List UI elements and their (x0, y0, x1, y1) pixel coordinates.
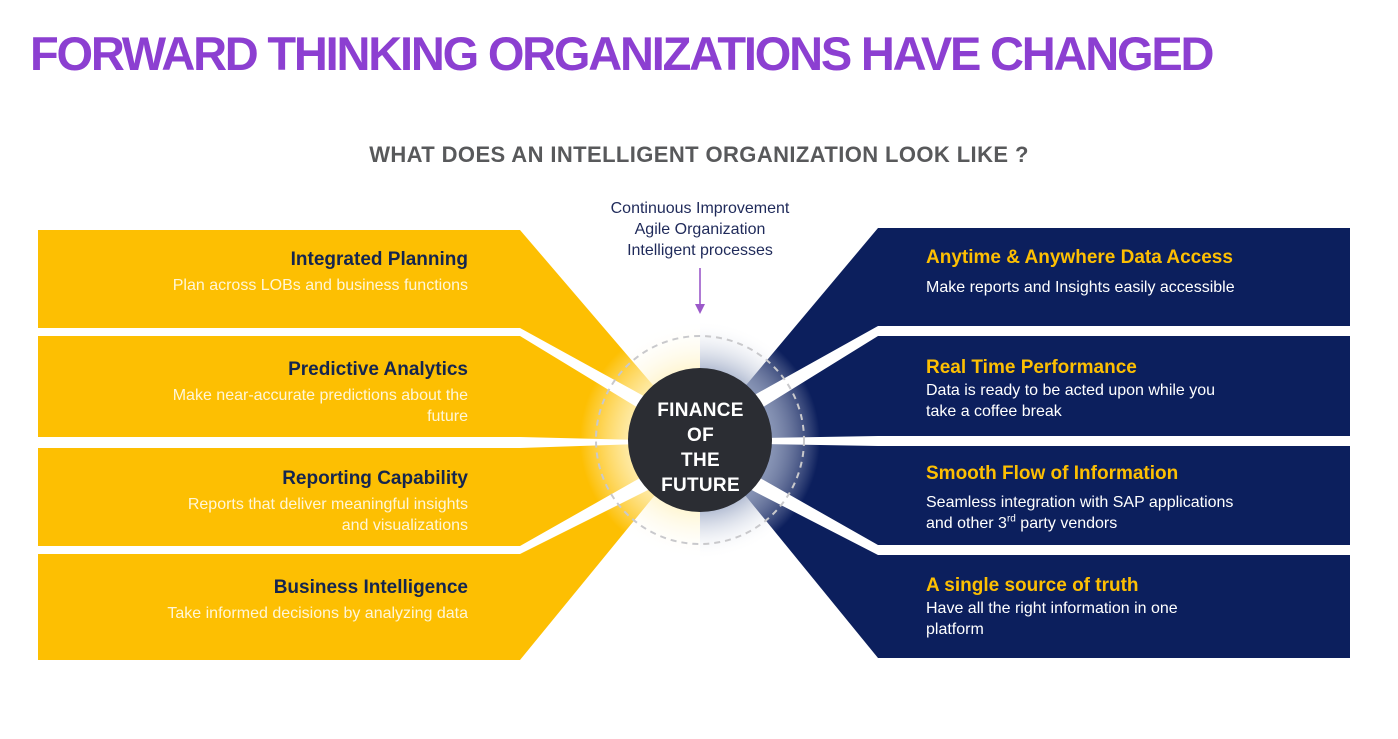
panel-description: Make near-accurate predictions about the… (172, 387, 468, 425)
top-note-line: Agile Organization (634, 221, 766, 238)
arrow-head-icon (695, 304, 705, 314)
left-panel-predictive-analytics: Predictive Analytics Make near-accurate … (38, 359, 468, 427)
hub-circle (628, 368, 772, 512)
hub-dashed-ring (595, 335, 805, 545)
hub-label-line: OF (687, 425, 714, 446)
page-subtitle: WHAT DOES AN INTELLIGENT ORGANIZATION LO… (369, 142, 1029, 167)
right-panel-real-time-performance: Real Time Performance Data is ready to b… (926, 357, 1326, 422)
panel-separators (30, 326, 1360, 555)
hub-label: FINANCE OF THE FUTURE (629, 398, 772, 498)
panel-heading: Predictive Analytics (288, 359, 468, 380)
hub-label-line: THE (681, 450, 720, 471)
top-note-line: Intelligent processes (627, 242, 773, 259)
panel-heading: Real Time Performance (926, 357, 1137, 378)
panel-description: Plan across LOBs and business functions (172, 277, 468, 294)
hub-label-line: FUTURE (661, 475, 740, 496)
panel-description: Make reports and Insights easily accessi… (926, 279, 1235, 296)
panel-heading: Business Intelligence (273, 577, 468, 598)
left-panel-business-intelligence: Business Intelligence Take informed deci… (38, 577, 468, 624)
panel-description: Reports that deliver meaningful insights… (187, 496, 468, 534)
panel-heading: Anytime & Anywhere Data Access (926, 247, 1233, 268)
panel-description: Have all the right information in one pl… (926, 600, 1178, 638)
right-panel-single-source: A single source of truth Have all the ri… (926, 575, 1326, 640)
panel-description: Take informed decisions by analyzing dat… (167, 605, 468, 622)
panel-heading: A single source of truth (926, 575, 1139, 596)
panel-description: Data is ready to be acted upon while you… (926, 382, 1216, 420)
left-panel-integrated-planning: Integrated Planning Plan across LOBs and… (38, 249, 468, 296)
panel-heading: Integrated Planning (290, 249, 468, 270)
page-title: FORWARD THINKING ORGANIZATIONS HAVE CHAN… (30, 27, 1214, 80)
top-note-line: Continuous Improvement (610, 200, 790, 217)
panel-heading: Smooth Flow of Information (926, 463, 1179, 484)
panel-heading: Reporting Capability (282, 468, 468, 489)
right-panel-data-access: Anytime & Anywhere Data Access Make repo… (926, 247, 1326, 298)
top-note: Continuous Improvement Agile Organizatio… (560, 198, 840, 261)
left-panel-reporting-capability: Reporting Capability Reports that delive… (38, 468, 468, 536)
hub-label-line: FINANCE (657, 400, 744, 421)
panel-description: Seamless integration with SAP applicatio… (926, 494, 1234, 532)
right-panel-smooth-flow: Smooth Flow of Information Seamless inte… (926, 463, 1326, 534)
